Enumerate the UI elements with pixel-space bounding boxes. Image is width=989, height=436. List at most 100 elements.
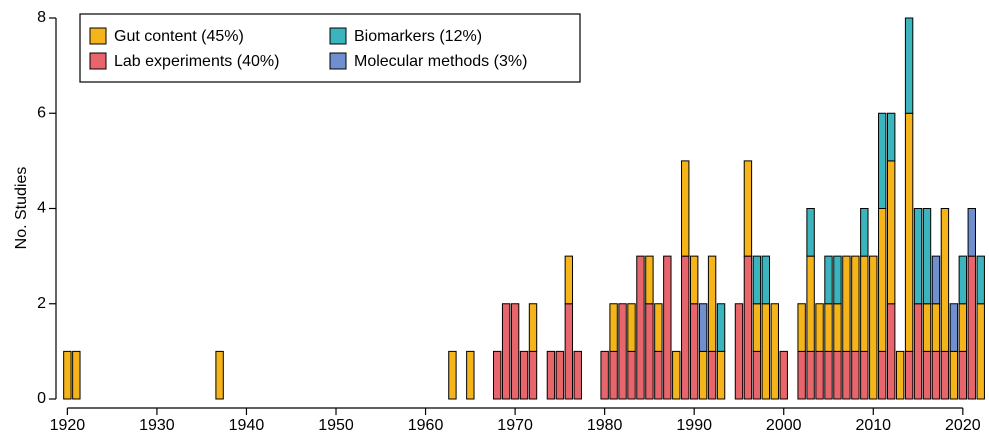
bar-segment bbox=[564, 303, 574, 400]
bar-segment bbox=[815, 350, 824, 400]
bar-segment bbox=[546, 350, 556, 400]
bar-segment bbox=[779, 350, 788, 400]
bar-segment bbox=[824, 255, 833, 305]
y-tick-label: 8 bbox=[37, 9, 46, 26]
bar-segment bbox=[886, 112, 896, 162]
bar-segment bbox=[689, 303, 699, 400]
bar-segment bbox=[663, 255, 672, 400]
legend-label: Lab experiments (40%) bbox=[114, 53, 279, 70]
bar-segment bbox=[958, 255, 968, 305]
bar-segment bbox=[528, 350, 538, 400]
legend-label: Biomarkers (12%) bbox=[354, 28, 482, 45]
bar-segment bbox=[904, 112, 914, 352]
bar-segment bbox=[806, 208, 815, 257]
bar-segment bbox=[743, 160, 753, 257]
bar-segment bbox=[63, 350, 72, 400]
bar-segment bbox=[886, 303, 896, 400]
bar-segment bbox=[555, 350, 565, 400]
bar-segment bbox=[949, 350, 959, 400]
x-tick-label: 2000 bbox=[766, 417, 802, 434]
bar-segment bbox=[931, 255, 941, 305]
bar-segment bbox=[716, 350, 726, 400]
bar-segment bbox=[519, 350, 529, 400]
bar-segment bbox=[215, 350, 224, 400]
bar-segment bbox=[976, 303, 985, 400]
bar-segment bbox=[878, 112, 887, 209]
bar-segment bbox=[976, 255, 985, 305]
bar-segment bbox=[564, 255, 574, 305]
bar-segment bbox=[913, 303, 923, 400]
legend-label: Molecular methods (3%) bbox=[354, 53, 527, 70]
legend-swatch bbox=[329, 27, 347, 45]
bar-segment bbox=[627, 350, 636, 400]
bar-segment bbox=[797, 350, 806, 400]
x-tick-label: 1940 bbox=[229, 417, 265, 434]
bar-segment bbox=[734, 303, 744, 400]
x-tick-label: 1950 bbox=[318, 417, 354, 434]
x-tick-label: 1960 bbox=[408, 417, 444, 434]
bar-segment bbox=[833, 255, 842, 305]
bar-segment bbox=[904, 350, 914, 400]
bar-segment bbox=[878, 208, 887, 352]
bar-segment bbox=[707, 350, 717, 400]
bar-segment bbox=[770, 303, 779, 400]
bar-segment bbox=[958, 303, 968, 352]
bar-segment bbox=[895, 350, 905, 400]
bar-segment bbox=[672, 350, 681, 400]
legend-swatch bbox=[329, 52, 347, 70]
bar-segment bbox=[851, 350, 860, 400]
bar-segment bbox=[797, 303, 806, 352]
bar-segment bbox=[869, 255, 878, 400]
bar-segment bbox=[761, 255, 771, 305]
bar-segment bbox=[528, 303, 538, 352]
bar-segment bbox=[609, 303, 618, 352]
bar-segment bbox=[72, 350, 81, 400]
bar-segment bbox=[842, 255, 851, 352]
bar-segment bbox=[878, 350, 887, 400]
bar-segment bbox=[922, 208, 932, 305]
bar-segment bbox=[600, 350, 609, 400]
bar-segment bbox=[654, 350, 663, 400]
bar-segment bbox=[645, 255, 654, 305]
bar-segment bbox=[752, 350, 762, 400]
bar-segment bbox=[833, 350, 842, 400]
x-tick-label: 1920 bbox=[50, 417, 86, 434]
bar-segment bbox=[886, 160, 896, 305]
bar-segment bbox=[689, 255, 699, 305]
bar-segment bbox=[833, 303, 842, 352]
x-tick-label: 2010 bbox=[855, 417, 891, 434]
bar-segment bbox=[492, 350, 502, 400]
bar-segment bbox=[806, 255, 815, 352]
bar-segment bbox=[940, 350, 950, 400]
bar-segment bbox=[510, 303, 520, 400]
bar-segment bbox=[842, 350, 851, 400]
y-tick-label: 0 bbox=[37, 390, 46, 407]
y-tick-label: 2 bbox=[37, 295, 46, 312]
bar-segment bbox=[860, 208, 869, 257]
y-tick-label: 6 bbox=[37, 104, 46, 121]
bar-segment bbox=[860, 255, 869, 352]
x-tick-label: 1990 bbox=[676, 417, 712, 434]
bar-segment bbox=[645, 303, 654, 400]
bar-segment bbox=[707, 255, 717, 352]
y-tick-label: 4 bbox=[37, 200, 46, 217]
x-tick-label: 2020 bbox=[945, 417, 981, 434]
legend-swatch bbox=[89, 52, 107, 70]
bar-segment bbox=[860, 350, 869, 400]
bar-segment bbox=[922, 350, 932, 400]
bar-segment bbox=[466, 350, 475, 400]
bar-segment bbox=[448, 350, 457, 400]
bar-segment bbox=[654, 303, 663, 352]
bar-segment bbox=[931, 303, 941, 352]
x-tick-label: 1970 bbox=[497, 417, 533, 434]
bar-segment bbox=[967, 255, 976, 400]
bar-segment bbox=[806, 350, 815, 400]
bar-segment bbox=[618, 303, 627, 400]
bar-segment bbox=[851, 255, 860, 352]
bar-segment bbox=[609, 350, 618, 400]
bar-segment bbox=[913, 208, 923, 305]
bar-segment bbox=[698, 350, 708, 400]
bar-segment bbox=[743, 255, 753, 400]
bar-segment bbox=[815, 303, 824, 352]
